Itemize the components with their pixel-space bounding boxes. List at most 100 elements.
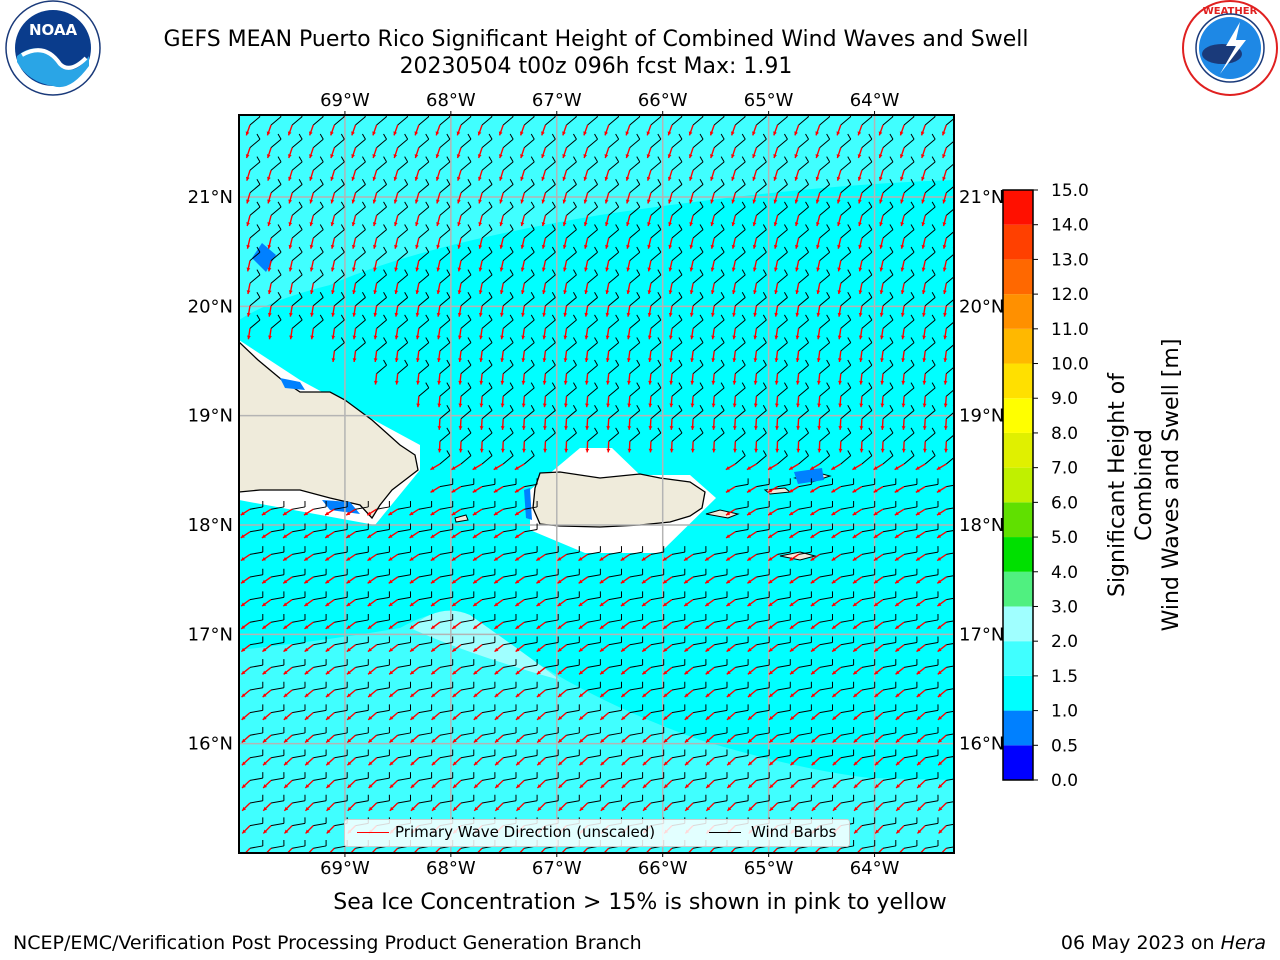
wave-arrowhead bbox=[690, 448, 695, 453]
barb-flag bbox=[657, 337, 662, 343]
barb-shaft bbox=[482, 732, 495, 736]
colorbar-segment bbox=[1003, 502, 1033, 538]
wave-arrowhead bbox=[500, 403, 505, 408]
barb-shaft bbox=[524, 574, 538, 578]
barb-shaft bbox=[608, 319, 619, 329]
barb-shaft bbox=[545, 342, 556, 352]
wave-arrowhead bbox=[583, 154, 588, 159]
barb-shaft bbox=[840, 529, 854, 533]
barb-shaft bbox=[397, 184, 408, 194]
wave-arrowhead bbox=[853, 693, 858, 698]
wave-arrowhead bbox=[500, 426, 505, 430]
barb-shaft bbox=[882, 506, 896, 510]
wave-arrowhead bbox=[731, 199, 736, 204]
wave-arrowhead bbox=[372, 199, 377, 204]
barb-shaft bbox=[608, 206, 619, 216]
wave-arrowhead bbox=[431, 716, 436, 720]
wave-arrowhead bbox=[937, 716, 942, 720]
barb-shaft bbox=[650, 251, 662, 261]
barb-flag bbox=[678, 405, 683, 411]
wave-arrowhead bbox=[852, 466, 857, 470]
barb-flag bbox=[467, 246, 472, 253]
barb-shaft bbox=[587, 574, 601, 578]
colorbar-tick-label: 11.0 bbox=[1051, 320, 1089, 340]
barb-shaft bbox=[650, 664, 664, 668]
colorbar-tick-label: 1.0 bbox=[1051, 702, 1078, 722]
barb-shaft bbox=[945, 366, 954, 374]
barb-shaft bbox=[629, 184, 641, 194]
wave-arrowhead bbox=[858, 199, 862, 204]
barb-shaft bbox=[629, 319, 641, 329]
wave-arrowhead bbox=[414, 176, 419, 181]
wave-arrowhead bbox=[810, 579, 815, 584]
wave-arrowhead bbox=[500, 358, 505, 362]
barb-flag bbox=[678, 382, 683, 389]
barb-flag bbox=[636, 156, 641, 163]
wave-arrowhead bbox=[246, 290, 251, 295]
wave-arrowhead bbox=[621, 806, 626, 811]
wave-arrowhead bbox=[621, 738, 626, 743]
barb-flag bbox=[425, 224, 430, 230]
wave-arrowhead bbox=[261, 534, 266, 538]
barb-flag bbox=[636, 246, 641, 253]
wave-arrowhead bbox=[267, 267, 272, 272]
barb-shaft bbox=[693, 551, 706, 555]
wave-arrowhead bbox=[388, 511, 393, 516]
barb-shaft bbox=[291, 319, 303, 329]
barb-shaft bbox=[313, 506, 327, 510]
barb-flag bbox=[784, 405, 788, 411]
wave-arrowhead bbox=[794, 199, 799, 204]
wave-arrowhead bbox=[521, 358, 526, 362]
barb-shaft bbox=[481, 251, 493, 261]
barb-shaft bbox=[355, 342, 366, 352]
wave-arrowhead bbox=[520, 222, 525, 227]
wave-arrowhead bbox=[874, 670, 879, 675]
barb-flag bbox=[573, 314, 577, 321]
wave-arrowhead bbox=[309, 244, 314, 249]
barb-shaft bbox=[291, 161, 303, 171]
wave-arrowhead bbox=[669, 403, 674, 408]
barb-flag bbox=[868, 450, 873, 456]
wave-arrowhead bbox=[499, 199, 504, 204]
barb-shaft bbox=[777, 551, 791, 555]
wave-arrowhead bbox=[493, 466, 498, 470]
wave-arrowhead bbox=[664, 806, 668, 811]
barb-shaft bbox=[249, 506, 263, 510]
barb-shaft bbox=[650, 229, 662, 239]
wave-arrowhead bbox=[245, 176, 250, 181]
barb-shaft bbox=[819, 755, 833, 759]
barb-shaft bbox=[249, 574, 263, 578]
barb-shaft bbox=[714, 642, 728, 646]
wave-arrowhead bbox=[875, 784, 879, 788]
barb-flag bbox=[615, 269, 620, 276]
barb-shaft bbox=[840, 297, 852, 307]
band-north bbox=[239, 115, 954, 320]
wave-arrowhead bbox=[478, 222, 483, 227]
barb-shaft bbox=[482, 642, 495, 646]
barb-shaft bbox=[460, 800, 474, 804]
barb-shaft bbox=[503, 642, 517, 646]
barb-flag bbox=[551, 156, 556, 163]
barb-shaft bbox=[714, 551, 728, 555]
barb-shaft bbox=[924, 432, 936, 442]
wave-arrowhead bbox=[754, 448, 759, 453]
chart-title: GEFS MEAN Puerto Rico Significant Height… bbox=[163, 27, 1029, 52]
barb-flag bbox=[784, 292, 788, 298]
barb-shaft bbox=[523, 161, 535, 171]
barb-flag bbox=[678, 314, 683, 321]
wave-arrowhead bbox=[352, 267, 356, 272]
wave-arrowhead bbox=[647, 222, 651, 227]
barb-shaft bbox=[819, 297, 830, 307]
wave-arrowhead bbox=[916, 534, 921, 538]
barb-shaft bbox=[502, 455, 514, 465]
wave-arrowhead bbox=[689, 199, 693, 204]
barb-shaft bbox=[397, 251, 408, 261]
barb-shaft bbox=[819, 410, 830, 420]
barb-shaft bbox=[460, 274, 472, 284]
wave-arrowhead bbox=[479, 380, 484, 385]
colorbar-label-line1: Significant Height of Combined bbox=[1105, 372, 1157, 598]
wave-arrowhead bbox=[627, 403, 632, 408]
wave-arrowhead bbox=[452, 625, 457, 629]
wave-arrowhead bbox=[474, 784, 478, 788]
wave-arrowhead bbox=[879, 199, 883, 204]
